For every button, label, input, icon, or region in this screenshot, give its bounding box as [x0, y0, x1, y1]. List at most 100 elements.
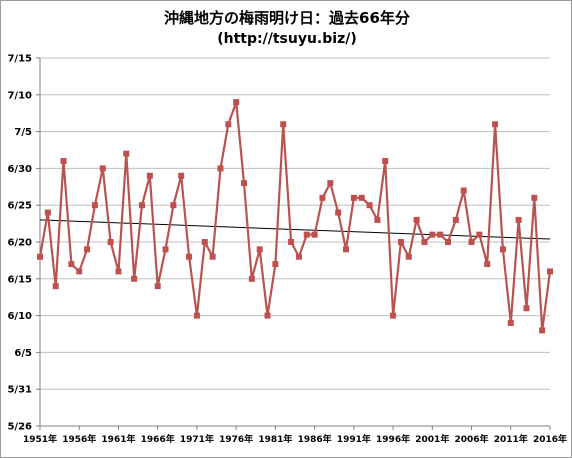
y-tick-label: 7/5 — [14, 127, 32, 138]
trendline — [39, 219, 551, 240]
x-tick-label: 2016年 — [533, 433, 567, 445]
data-point — [76, 268, 83, 275]
series-line — [38, 101, 552, 332]
data-point — [107, 239, 114, 245]
data-point — [319, 194, 326, 201]
data-point — [492, 121, 499, 128]
y-tick-labels: 5/26 5/31 6/5 6/10 6/15 6/20 6/25 6/30 7/5 7/10 7/… — [7, 54, 32, 433]
data-point — [374, 216, 381, 223]
data-point — [162, 246, 169, 253]
chart-subtitle: (http://tsuyu.biz/) — [217, 31, 356, 47]
data-point — [421, 239, 428, 245]
x-tick-label: 1951年 — [23, 433, 57, 445]
data-point — [264, 312, 271, 319]
data-point — [60, 158, 67, 165]
data-point — [413, 216, 420, 223]
data-point — [484, 261, 491, 268]
gridlines — [40, 57, 550, 427]
data-point — [241, 180, 247, 187]
x-tick-label: 2001年 — [415, 433, 449, 445]
data-point — [539, 327, 546, 334]
data-point — [225, 121, 232, 128]
data-point — [233, 99, 240, 106]
data-point — [217, 165, 224, 172]
chart-title: 沖縄地方の梅雨明け日：過去66年分 — [164, 9, 410, 27]
x-tick-label: 1996年 — [376, 433, 410, 445]
y-tick-label: 7/15 — [7, 54, 32, 65]
data-point — [350, 194, 357, 201]
data-point — [335, 209, 342, 216]
y-tick-label: 6/30 — [7, 164, 32, 175]
data-point — [476, 231, 483, 238]
data-point — [139, 202, 145, 209]
data-point — [327, 180, 334, 187]
x-tick-label: 1961年 — [101, 433, 135, 445]
y-tick-label: 5/26 — [7, 422, 32, 433]
x-tick-label: 2006年 — [455, 433, 489, 445]
data-point — [52, 283, 59, 290]
x-tick-label: 1956年 — [62, 433, 96, 445]
data-point — [186, 253, 193, 260]
y-tick-label: 6/15 — [7, 274, 32, 285]
data-point — [146, 172, 153, 179]
data-point — [452, 216, 459, 223]
data-point — [248, 275, 255, 282]
data-point — [303, 231, 310, 238]
data-point — [366, 202, 373, 209]
data-point — [515, 216, 522, 223]
x-tick-label: 1976年 — [219, 433, 253, 445]
data-point — [405, 253, 412, 260]
y-tick-label: 7/10 — [7, 90, 32, 101]
data-point — [397, 239, 404, 245]
data-point — [547, 268, 553, 275]
data-point — [170, 202, 177, 209]
data-point — [295, 253, 302, 260]
x-tick-label: 2011年 — [494, 433, 528, 445]
data-point — [288, 239, 295, 245]
x-tick-labels: 1951年 1956年 1961年 1966年 1971年 1976年 1981年 1986年… — [23, 433, 567, 445]
data-point — [311, 231, 318, 238]
data-point — [382, 158, 389, 165]
data-point — [280, 121, 287, 128]
x-tick-label: 1971年 — [180, 433, 214, 445]
data-point — [91, 202, 98, 209]
data-point — [358, 194, 365, 201]
data-point — [468, 239, 475, 245]
data-point — [154, 283, 161, 290]
data-point — [460, 187, 467, 194]
data-point — [343, 246, 349, 253]
data-point — [123, 150, 130, 157]
data-point — [178, 172, 185, 179]
data-point — [68, 261, 75, 268]
data-point — [131, 275, 138, 282]
data-point — [99, 165, 106, 172]
x-tick-label: 1966年 — [141, 433, 175, 445]
x-tick-label: 1986年 — [298, 433, 332, 445]
data-point — [44, 209, 51, 216]
data-series — [37, 99, 553, 334]
data-point — [531, 194, 538, 201]
y-tick-label: 6/5 — [14, 348, 32, 359]
data-point — [272, 261, 279, 268]
data-point — [523, 305, 530, 312]
data-point — [256, 246, 263, 253]
axes — [36, 57, 551, 430]
trendline-line — [39, 219, 551, 240]
data-point — [84, 246, 91, 253]
y-tick-label: 5/31 — [7, 385, 32, 396]
data-point — [115, 268, 122, 275]
data-point — [437, 231, 444, 238]
data-point — [445, 239, 451, 245]
data-point — [390, 312, 397, 319]
y-tick-label: 6/20 — [7, 238, 32, 249]
data-point — [209, 253, 216, 260]
x-tick-label: 1981年 — [258, 433, 292, 445]
data-point — [37, 253, 43, 260]
data-point — [499, 246, 506, 253]
data-point — [507, 319, 514, 326]
data-point — [193, 312, 200, 319]
y-tick-label: 6/10 — [7, 311, 32, 322]
data-point — [201, 239, 208, 245]
